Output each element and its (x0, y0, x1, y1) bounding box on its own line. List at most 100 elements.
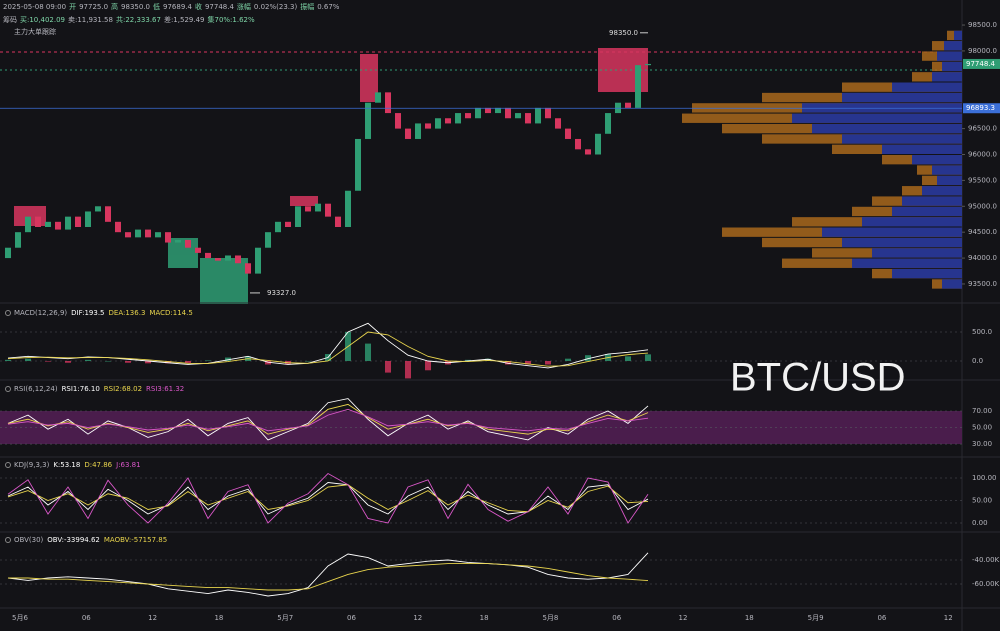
candle (105, 206, 111, 222)
y-tick-label: 0.00 (972, 519, 988, 527)
candle (555, 118, 561, 129)
candle (325, 203, 331, 217)
candle (115, 221, 121, 233)
y-tick-label: 93500.0 (968, 280, 997, 288)
x-tick-label: 5月7 (277, 614, 293, 622)
macd-bar (25, 358, 31, 361)
y-tick-label: 70.00 (972, 407, 992, 415)
profile-bar (942, 279, 962, 289)
y-tick-label: 30.00 (972, 440, 992, 448)
macd-bar (645, 354, 651, 361)
candle (585, 149, 591, 155)
candle (125, 232, 131, 238)
candle (195, 247, 201, 253)
indicator-line (7, 408, 649, 432)
panel-icon (5, 462, 11, 468)
profile-bar (892, 206, 962, 217)
candle (595, 133, 601, 155)
panel-label-item: RSI(6,12,24) (14, 385, 58, 393)
candle (535, 107, 541, 124)
profile-bar (892, 82, 962, 92)
profile-bar (922, 186, 962, 196)
candle (175, 239, 181, 243)
candle (355, 138, 361, 191)
high-label: 98350.0 (609, 29, 638, 37)
macd-bar (225, 357, 231, 361)
y-tick-label: 94500.0 (968, 228, 997, 236)
candle (645, 63, 651, 66)
profile-bar (932, 72, 962, 82)
panel-label-item: OBV:-33994.62 (47, 536, 100, 544)
profile-bar (842, 92, 962, 103)
x-tick-label: 06 (877, 614, 886, 622)
candle (255, 247, 261, 274)
profile-bar (932, 165, 962, 175)
candle (395, 113, 401, 129)
header-item: 收 (195, 2, 202, 11)
x-tick-label: 18 (745, 614, 754, 622)
tracker-label: 主力大单跟踪 (14, 27, 56, 36)
header-item: 卖:11,931.58 (68, 16, 113, 24)
candle (85, 211, 91, 227)
macd-bar (45, 361, 51, 362)
y-tick-label: 500.0 (972, 328, 992, 336)
macd-bar (565, 358, 571, 361)
panel-label: RSI(6,12,24) RSI1:76.10 RSI2:68.02 RSI3:61.… (14, 385, 184, 393)
candle (545, 107, 551, 119)
panel-icon (5, 310, 11, 316)
profile-bar (937, 51, 962, 61)
panel-label-item: DEA:136.3 (109, 309, 146, 317)
candle (375, 92, 381, 103)
header-item: 低 (153, 2, 160, 11)
panel-label: MACD(12,26,9) DIF:193.5 DEA:136.3 MACD:114.… (14, 309, 193, 317)
candle (15, 232, 21, 248)
macd-bar (105, 361, 111, 362)
macd-bar (485, 358, 491, 361)
x-tick-label: 5月9 (808, 614, 824, 622)
y-tick-label: 96000.0 (968, 151, 997, 159)
candle (415, 123, 421, 139)
y-tick-label: 95000.0 (968, 202, 997, 210)
candle (245, 263, 251, 274)
candle (35, 216, 41, 227)
candle (45, 221, 51, 227)
candle (625, 102, 631, 108)
candle (225, 255, 231, 261)
panel-icon (5, 537, 11, 543)
candle (425, 123, 431, 129)
candle (565, 128, 571, 139)
y-tick-label: -60.00K (972, 580, 1000, 588)
candle (285, 221, 291, 227)
y-tick-label: 50.00 (972, 424, 992, 432)
candle (485, 107, 491, 114)
candle (25, 216, 31, 233)
macd-bar (365, 343, 371, 361)
header-item: 筹码 (3, 15, 17, 24)
panel-icon (5, 386, 11, 392)
y-tick-label: 96500.0 (968, 125, 997, 133)
candle (235, 255, 241, 264)
indicator-line (8, 563, 649, 591)
price-tag-label: 97748.4 (966, 60, 995, 68)
macd-bar (385, 361, 391, 373)
candle (575, 138, 581, 150)
panel-label: OBV(30) OBV:-33994.62 MAOBV:-57157.85 (14, 536, 167, 544)
candle (155, 232, 161, 238)
profile-bar (862, 217, 962, 227)
candle (55, 221, 61, 230)
panel-label-item: DIF:193.5 (71, 309, 104, 317)
x-tick-label: 12 (413, 614, 422, 622)
candle (205, 252, 211, 259)
x-tick-label: 5月6 (12, 614, 28, 622)
candle (315, 203, 321, 212)
indicator-line (7, 331, 649, 367)
price-tag (963, 103, 1000, 114)
macd-bar (205, 360, 211, 361)
header-item: 高 (111, 2, 118, 11)
profile-bar (942, 61, 962, 72)
x-tick-label: 06 (347, 614, 356, 622)
header-item: 共:22,333.67 (116, 15, 161, 24)
x-tick-label: 12 (944, 614, 953, 622)
indicator-line (7, 484, 649, 513)
